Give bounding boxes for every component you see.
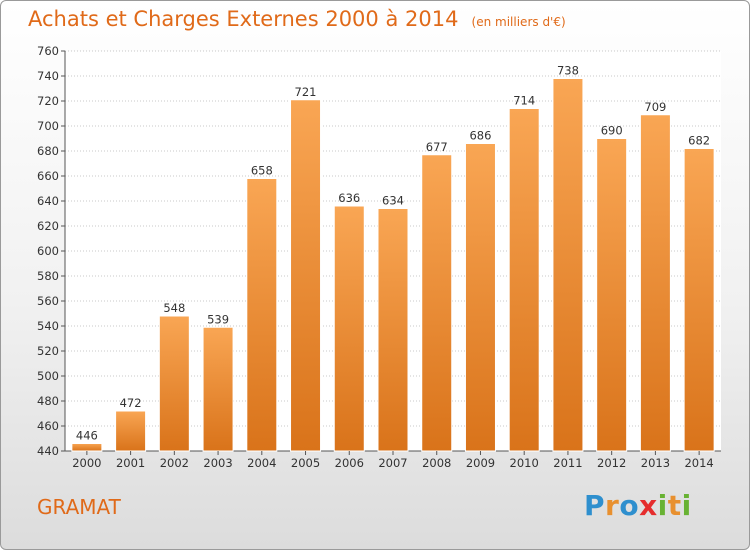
x-tick-label: 2006 xyxy=(335,456,364,470)
logo-letter: o xyxy=(619,489,640,522)
bar xyxy=(246,178,278,452)
bar-value-label: 738 xyxy=(557,64,579,78)
bar-value-label: 658 xyxy=(251,164,273,178)
x-tick-label: 2013 xyxy=(641,456,670,470)
y-tick-label: 460 xyxy=(37,419,59,433)
town-name: GRAMAT xyxy=(37,495,121,519)
logo-letter: r xyxy=(605,489,620,522)
bar-value-label: 636 xyxy=(338,191,360,205)
y-tick-label: 580 xyxy=(37,269,59,283)
y-tick-label: 480 xyxy=(37,394,59,408)
x-tick-label: 2010 xyxy=(510,456,539,470)
y-tick-label: 760 xyxy=(37,44,59,58)
y-tick-label: 700 xyxy=(37,119,59,133)
bar-value-label: 709 xyxy=(644,100,666,114)
bar xyxy=(464,143,496,452)
y-tick-label: 620 xyxy=(37,219,59,233)
y-tick-label: 640 xyxy=(37,194,59,208)
bar-value-label: 721 xyxy=(295,85,317,99)
bar xyxy=(508,108,540,452)
y-tick-label: 560 xyxy=(37,294,59,308)
x-tick-label: 2003 xyxy=(203,456,232,470)
x-tick-label: 2007 xyxy=(378,456,407,470)
logo-letter: i xyxy=(681,489,692,522)
bar-value-label: 539 xyxy=(207,312,229,326)
x-tick-label: 2001 xyxy=(116,456,145,470)
bar xyxy=(290,99,322,452)
bar xyxy=(158,315,190,452)
bar-value-label: 714 xyxy=(513,94,535,108)
y-tick-label: 660 xyxy=(37,169,59,183)
y-tick-label: 680 xyxy=(37,144,59,158)
bar xyxy=(421,154,453,452)
x-tick-label: 2004 xyxy=(247,456,276,470)
proxiti-logo: Proxiti xyxy=(584,489,692,522)
bar xyxy=(202,326,234,452)
x-tick-label: 2011 xyxy=(553,456,582,470)
bar-value-label: 634 xyxy=(382,194,404,208)
bar-value-label: 472 xyxy=(120,396,142,410)
bar-value-label: 690 xyxy=(601,124,623,138)
bar xyxy=(115,410,147,452)
chart-title: Achats et Charges Externes 2000 à 2014 (… xyxy=(28,7,566,31)
bar-value-label: 446 xyxy=(76,429,98,443)
y-tick-label: 440 xyxy=(37,444,59,458)
y-tick-label: 500 xyxy=(37,369,59,383)
chart-title-unit: (en milliers d'€) xyxy=(471,15,566,29)
y-tick-label: 740 xyxy=(37,69,59,83)
logo-letter: P xyxy=(584,489,606,522)
x-tick-label: 2008 xyxy=(422,456,451,470)
logo-letter: t xyxy=(667,489,682,522)
bar xyxy=(333,205,365,452)
bar xyxy=(639,114,671,452)
logo-letter: i xyxy=(657,489,668,522)
x-tick-label: 2000 xyxy=(72,456,101,470)
bar-value-label: 686 xyxy=(469,129,491,143)
bar xyxy=(552,78,584,452)
y-tick-label: 540 xyxy=(37,319,59,333)
bar-value-label: 682 xyxy=(688,134,710,148)
x-tick-label: 2014 xyxy=(684,456,713,470)
chart-title-main: Achats et Charges Externes 2000 à 2014 xyxy=(28,7,459,31)
bar xyxy=(377,208,409,452)
bar xyxy=(71,443,103,452)
x-tick-label: 2002 xyxy=(160,456,189,470)
bar xyxy=(596,138,628,452)
logo-letter: x xyxy=(639,489,658,522)
x-tick-label: 2009 xyxy=(466,456,495,470)
bar xyxy=(683,148,715,452)
x-tick-label: 2012 xyxy=(597,456,626,470)
bar-value-label: 548 xyxy=(163,301,185,315)
y-tick-label: 520 xyxy=(37,344,59,358)
y-tick-label: 600 xyxy=(37,244,59,258)
x-tick-label: 2005 xyxy=(291,456,320,470)
y-tick-label: 720 xyxy=(37,94,59,108)
bar-value-label: 677 xyxy=(426,140,448,154)
